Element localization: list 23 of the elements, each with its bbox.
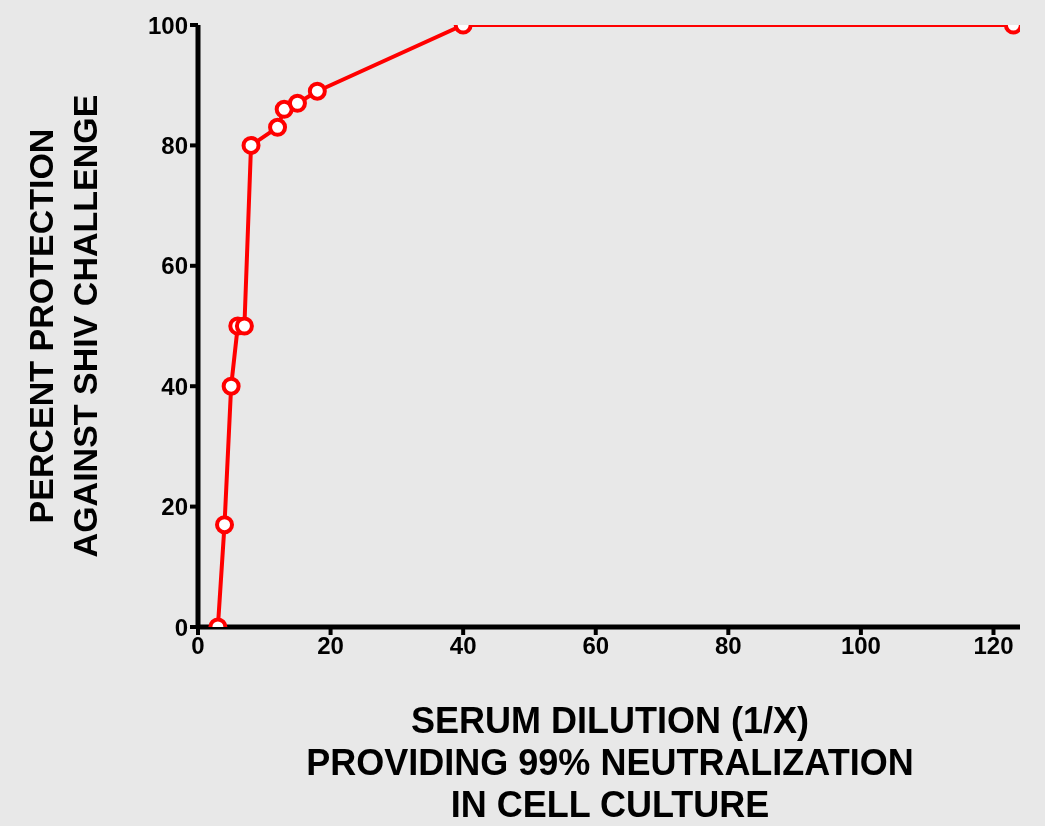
x-tick-label: 100 bbox=[840, 632, 881, 660]
point bbox=[241, 135, 261, 155]
point bbox=[274, 99, 294, 119]
point bbox=[287, 93, 307, 113]
x-tick-label: 120 bbox=[973, 632, 1014, 660]
y-tick-label: 60 bbox=[161, 252, 188, 280]
point bbox=[234, 316, 254, 336]
y-axis-title: PERCENT PROTECTION AGAINST SHIV CHALLENGE bbox=[21, 93, 105, 560]
x-tick-label: 20 bbox=[317, 632, 344, 660]
x-tick-label: 80 bbox=[714, 632, 742, 660]
x-tick-label: 60 bbox=[582, 632, 610, 660]
y-tick-label: 80 bbox=[161, 131, 188, 159]
point bbox=[221, 376, 241, 396]
y-tick-label: 100 bbox=[147, 11, 188, 39]
point bbox=[215, 515, 235, 535]
y-tick-label: 20 bbox=[161, 493, 188, 521]
x-axis-title: SERUM DILUTION (1/X) PROVIDING 99% NEUTRALIZATION IN CELL CULTURE bbox=[305, 700, 915, 826]
point bbox=[268, 117, 288, 137]
point bbox=[307, 81, 327, 101]
y-tick-label: 40 bbox=[161, 372, 188, 400]
x-tick-label: 0 bbox=[191, 632, 205, 660]
x-tick-label: 40 bbox=[449, 632, 477, 660]
y-tick-label: 0 bbox=[174, 613, 188, 641]
